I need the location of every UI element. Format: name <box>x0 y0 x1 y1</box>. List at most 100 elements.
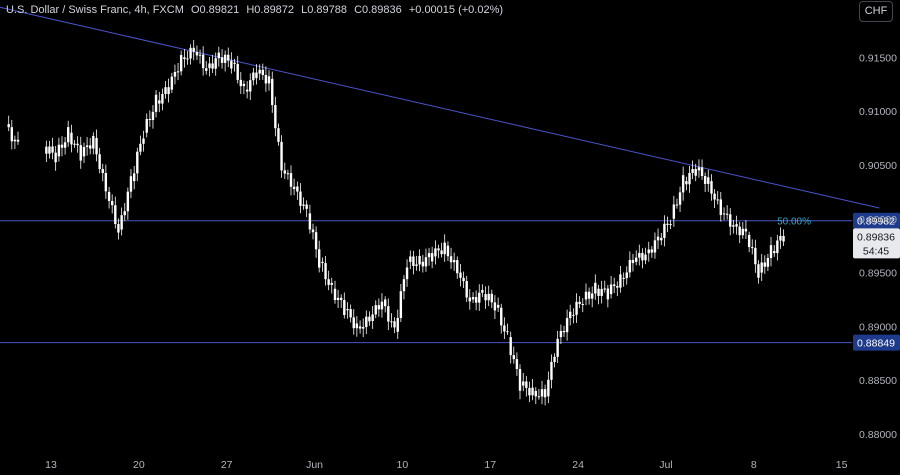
candle-body <box>471 297 475 300</box>
candle-body <box>333 288 337 301</box>
candle-body <box>531 387 534 396</box>
candle-body <box>597 288 600 296</box>
candle-body <box>308 213 312 230</box>
candle-body <box>205 68 208 71</box>
candle-body <box>186 58 189 60</box>
candle-body <box>452 260 456 263</box>
candle-body <box>142 138 145 144</box>
fib-level-label: 50.00% <box>777 217 811 228</box>
candle-body <box>760 262 763 273</box>
candle-body <box>691 168 694 173</box>
candle-body <box>371 314 374 322</box>
candle-body <box>462 277 465 282</box>
candle-body <box>672 204 676 219</box>
candle-body <box>660 237 663 241</box>
ohlc-high: H0.89872 <box>246 4 295 16</box>
candle-body <box>603 288 606 290</box>
candle-body <box>609 284 613 295</box>
candle-body <box>82 147 86 157</box>
candle-body <box>500 307 503 326</box>
candle-body <box>587 291 591 299</box>
candle-body <box>314 232 318 250</box>
candle-body <box>396 318 399 332</box>
candle-body <box>534 390 537 397</box>
candle-body <box>487 293 490 301</box>
candle-body <box>675 204 679 206</box>
candle-body <box>550 361 553 380</box>
candle-body <box>92 136 95 149</box>
candle-body <box>594 282 597 294</box>
x-tick-label: 13 <box>45 459 57 471</box>
candle-body <box>769 245 773 258</box>
x-tick-label: Jun <box>306 459 323 471</box>
candle-body <box>274 105 277 129</box>
candle-body <box>114 205 117 224</box>
candle-body <box>644 254 647 261</box>
candle-body <box>763 262 766 267</box>
candle-body <box>111 200 114 206</box>
candle-body <box>757 264 760 278</box>
candle-body <box>98 154 101 170</box>
candle-body <box>537 396 541 398</box>
chart-header: U.S. Dollar / Swiss Franc, 4h, FXCM O0.8… <box>6 4 507 16</box>
candle-body <box>355 323 359 329</box>
candle-body <box>217 52 220 59</box>
candle-body <box>151 111 155 121</box>
candle-body <box>57 144 61 157</box>
candle-body <box>133 173 136 182</box>
candle-body <box>656 236 660 241</box>
candle-body <box>556 338 559 357</box>
candle-body <box>126 191 130 212</box>
candle-body <box>729 214 732 227</box>
x-tick-label: 15 <box>836 459 848 471</box>
candle-body <box>330 282 333 285</box>
y-tick-label: 0.90500 <box>859 160 897 172</box>
candle-body <box>120 215 123 230</box>
candle-body <box>358 326 362 329</box>
price-axis-label: 0.89982 <box>857 216 895 228</box>
candle-body <box>139 143 142 152</box>
candle-body <box>641 252 644 261</box>
candle-body <box>327 279 330 285</box>
candle-body <box>635 257 638 262</box>
candle-body <box>195 51 199 56</box>
candle-body <box>650 249 654 253</box>
candle-body <box>440 250 443 255</box>
candle-body <box>349 309 352 318</box>
candle-body <box>725 213 729 215</box>
candle-body <box>465 281 468 298</box>
candle-body <box>384 299 387 307</box>
candle-body <box>669 224 672 226</box>
candle-body <box>581 303 584 305</box>
candle-body <box>616 286 619 288</box>
candle-body <box>565 318 569 333</box>
candle-body <box>449 256 453 263</box>
candle-body <box>437 248 440 251</box>
y-tick-label: 0.91500 <box>859 52 897 64</box>
y-tick-label: 0.89000 <box>859 321 897 333</box>
candle-body <box>399 291 403 319</box>
candle-body <box>506 331 509 333</box>
candle-body <box>525 381 528 388</box>
candle-body <box>732 225 735 227</box>
candle-body <box>509 337 512 356</box>
candle-body <box>613 284 616 287</box>
candle-body <box>713 193 716 200</box>
x-tick-label: 8 <box>751 459 757 471</box>
candle-body <box>456 260 459 274</box>
currency-button[interactable]: CHF <box>859 1 893 22</box>
candle-body <box>67 127 70 143</box>
candle-body <box>230 60 233 69</box>
x-tick-label: 17 <box>484 459 496 471</box>
candle-body <box>638 252 641 258</box>
candle-body <box>261 69 264 75</box>
last-price-label-bg <box>853 228 900 259</box>
candle-body <box>252 72 255 81</box>
candle-body <box>255 72 258 79</box>
candle-body <box>625 272 628 279</box>
candle-body <box>393 321 396 328</box>
candle-body <box>324 263 327 280</box>
candle-body <box>242 83 246 87</box>
candle-body <box>239 79 242 87</box>
